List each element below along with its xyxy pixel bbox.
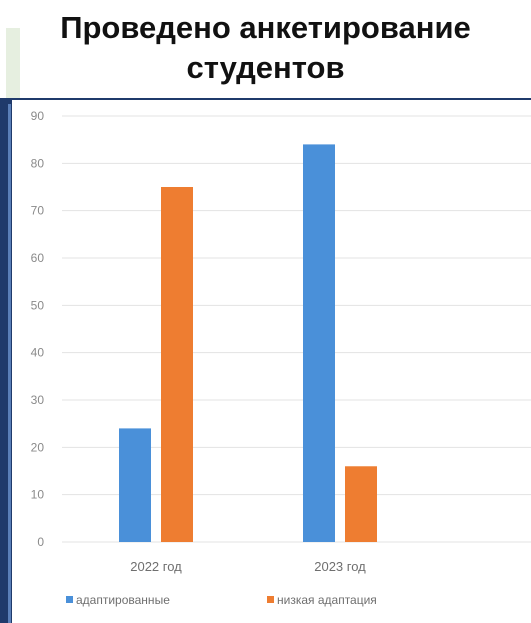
legend-label: низкая адаптация — [277, 593, 377, 607]
decorative-strip — [6, 28, 20, 98]
slide-frame-top — [8, 98, 531, 100]
y-tick-label: 20 — [31, 440, 45, 454]
title-line-2: студентов — [186, 50, 345, 85]
chart-area: 0 10 20 30 40 50 60 70 80 90 2022 год 2023 год адапт… — [12, 100, 531, 623]
y-tick-label: 90 — [31, 109, 45, 123]
y-tick-label: 10 — [31, 488, 45, 502]
category-label: 2022 год — [130, 559, 182, 574]
bar-chart: 0 10 20 30 40 50 60 70 80 90 2022 год 2023 год адапт… — [31, 109, 531, 607]
bar — [345, 466, 377, 542]
slide-frame-accent — [8, 104, 11, 623]
y-tick-label: 70 — [31, 204, 45, 218]
legend-swatch — [66, 596, 73, 603]
y-tick-label: 80 — [31, 156, 45, 170]
slide-background — [0, 0, 531, 110]
bar — [119, 428, 151, 542]
y-tick-label: 50 — [31, 298, 45, 312]
y-tick-label: 40 — [31, 346, 45, 360]
legend-swatch — [267, 596, 274, 603]
y-tick-label: 30 — [31, 393, 45, 407]
bar — [303, 144, 335, 542]
chart-title: Проведено анкетирование студентов — [0, 8, 531, 88]
bar — [161, 187, 193, 542]
y-tick-label: 60 — [31, 251, 45, 265]
y-tick-label: 0 — [37, 535, 44, 549]
legend-label: адаптированные — [76, 593, 170, 607]
title-line-1: Проведено анкетирование — [60, 10, 471, 45]
category-label: 2023 год — [314, 559, 366, 574]
